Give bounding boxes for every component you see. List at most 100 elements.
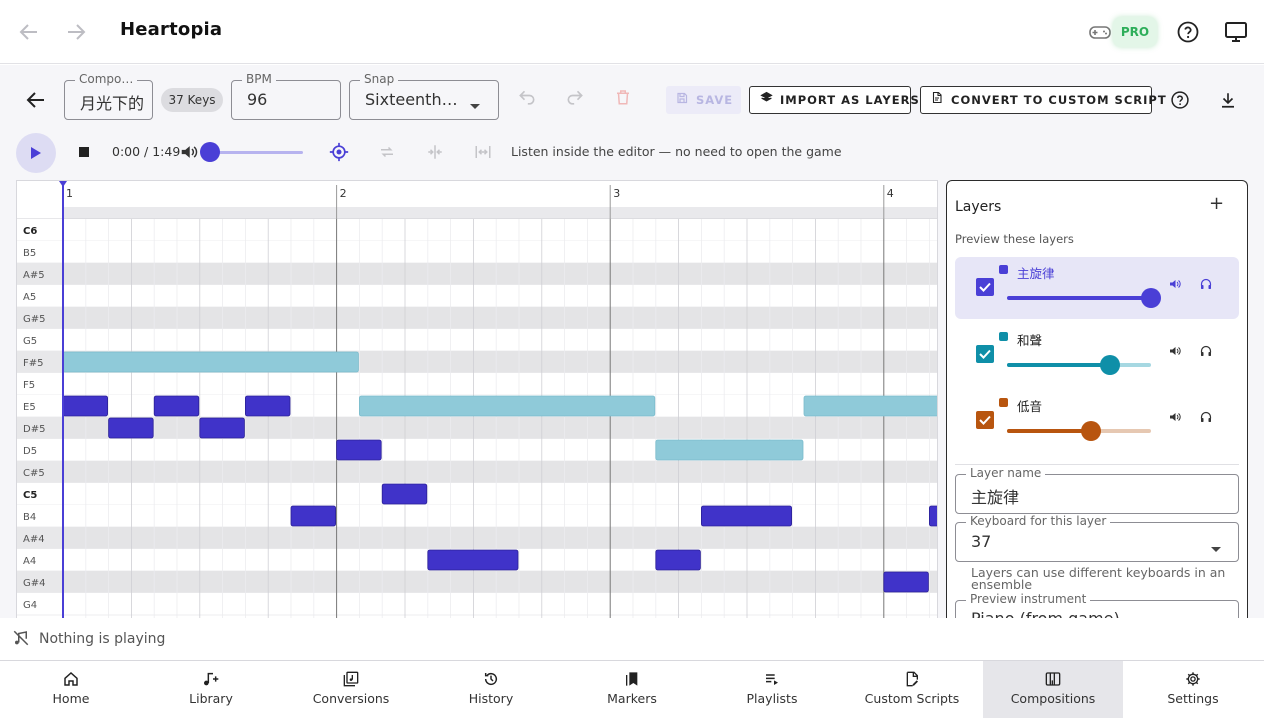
nav-item-markers[interactable]: Markers [562,661,702,718]
follow-playhead-icon[interactable] [329,142,349,166]
piano-key [17,439,63,461]
speaker-icon[interactable] [1167,278,1183,293]
nav-label: Settings [1167,691,1219,706]
back-arrow-icon[interactable] [24,88,48,116]
nav-item-home[interactable]: Home [1,661,141,718]
help-icon[interactable] [1176,20,1200,48]
pitch-label: C#5 [23,468,45,479]
layer-name: 和聲 [1017,333,1043,348]
now-playing-bar: Nothing is playing [0,618,1264,660]
piano-key [17,263,63,285]
seek-thumb[interactable] [200,142,220,162]
layer-volume-track[interactable] [1007,296,1151,300]
home-icon [1,671,141,689]
speaker-icon[interactable] [1167,345,1183,360]
melody-note [108,417,154,439]
headphones-icon[interactable] [1198,411,1214,426]
melody-note [290,505,336,527]
forward-nav-icon[interactable] [64,20,88,44]
melody-note [427,549,519,571]
keyboard-select[interactable]: Keyboard for this layer 37 [955,514,1239,562]
pitch-label: B5 [23,248,36,259]
nav-item-conversions[interactable]: Conversions [281,661,421,718]
layer-item-bass[interactable]: 低音 [955,391,1239,453]
pitch-row [63,593,937,615]
nav-item-settings[interactable]: Settings [1123,661,1263,718]
bpm-field[interactable]: BPM 96 [231,72,341,120]
layer-volume-thumb[interactable] [1100,355,1120,375]
snap-select[interactable]: Snap Sixteenth… [349,72,499,120]
app-bar: Heartopia PRO [0,0,1264,64]
back-nav-icon[interactable] [17,20,41,44]
layer-name: 主旋律 [1017,266,1055,281]
headphones-icon[interactable] [1198,345,1214,360]
undo-icon[interactable] [515,88,539,112]
layer-volume-thumb[interactable] [1081,421,1101,441]
piano-roll[interactable]: C6 B5 A#5 A5 G#5 G5 F#5 F5 E5 D#5 D5 C#5 C5 B4 A#4 A4 G#… [16,180,938,618]
instrument-value: Piano (from game) [971,609,1120,618]
measure-number: 1 [66,187,73,200]
keys-chip[interactable]: 37 Keys [161,88,223,112]
redo-icon[interactable] [563,88,587,112]
layer-name-field[interactable]: Layer name 主旋律 [955,466,1239,514]
delete-icon[interactable] [611,88,635,112]
pro-badge[interactable]: PRO [1113,17,1157,47]
piano-key [17,351,63,373]
conversions-icon [281,671,421,689]
piano-key [17,593,63,615]
pitch-row [63,439,937,461]
headphones-icon[interactable] [1198,278,1214,293]
save-label: SAVE [696,93,734,107]
save-button[interactable]: SAVE [666,86,741,114]
speaker-icon[interactable] [1167,411,1183,426]
composition-name-field[interactable]: Compo… 月光下的 [64,72,153,120]
fit-width-icon[interactable] [474,143,492,165]
check-icon [979,282,991,292]
nav-item-compositions[interactable]: Compositions [983,661,1123,718]
convert-to-custom-script-button[interactable]: CONVERT TO CUSTOM SCRIPT [920,86,1166,114]
nav-item-playlists[interactable]: Playlists [702,661,842,718]
piano-roll-canvas: C6 B5 A#5 A5 G#5 G5 F#5 F5 E5 D#5 D5 C#5 C5 B4 A#4 A4 G#… [17,181,937,618]
melody-note [883,571,929,593]
pitch-row [63,307,937,329]
pitch-row [63,417,937,439]
layer-checkbox[interactable] [976,345,994,363]
layers-title: Layers [955,199,1002,215]
nav-item-history[interactable]: History [421,661,561,718]
pitch-label: C5 [23,490,37,501]
layer-checkbox[interactable] [976,278,994,296]
snap-label: Snap [360,72,399,86]
play-button[interactable] [16,133,56,173]
loop-icon[interactable] [378,143,396,165]
layer-volume-thumb[interactable] [1141,288,1161,308]
melody-note [929,505,937,527]
layer-name-field-value: 主旋律 [971,488,1020,507]
pitch-row [63,571,937,593]
gamepad-icon[interactable] [1088,20,1112,48]
layer-item-harmony[interactable]: 和聲 [955,324,1239,386]
measure-number: 3 [613,187,620,200]
pitch-row [63,241,937,263]
chevron-down-icon [1210,539,1222,558]
layer-checkbox[interactable] [976,411,994,429]
pitch-label: G#4 [23,578,46,589]
measure-number: 4 [887,187,894,200]
seek-track[interactable] [210,151,303,154]
piano-key [17,329,63,351]
layer-item-melody[interactable]: 主旋律 [955,257,1239,319]
nav-item-library[interactable]: Library [141,661,281,718]
editor-help-icon[interactable] [1170,90,1190,114]
pitch-label: C6 [23,226,37,237]
import-as-layers-button[interactable]: IMPORT AS LAYERS [749,86,919,114]
layer-color-swatch [999,332,1008,341]
volume-icon[interactable] [180,144,198,164]
snap-value: Sixteenth… [365,90,458,109]
pitch-row [63,329,937,351]
download-icon[interactable] [1219,90,1237,114]
nav-item-custom-scripts[interactable]: Custom Scripts [842,661,982,718]
monitor-icon[interactable] [1224,20,1248,48]
split-icon[interactable] [426,143,444,165]
instrument-select[interactable]: Preview instrument Piano (from game) [955,592,1239,618]
add-layer-icon[interactable]: + [1209,193,1225,214]
stop-icon[interactable] [79,147,89,157]
